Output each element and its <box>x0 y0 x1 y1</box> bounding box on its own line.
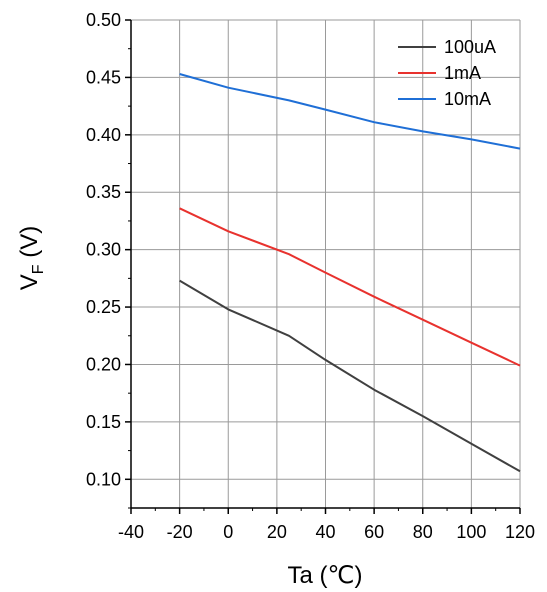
y-tick-label: 0.45 <box>86 67 121 87</box>
gridlines <box>131 20 520 508</box>
x-axis-title: Ta (℃) <box>288 562 363 589</box>
legend: 100uA 1mA 10mA <box>398 37 496 109</box>
y-tick-label: 0.35 <box>86 182 121 202</box>
y-tick-label: 0.30 <box>86 240 121 260</box>
y-axis-title-subscript: F <box>30 264 47 274</box>
series-line-10mA <box>179 73 521 150</box>
y-tick-label: 0.50 <box>86 10 121 30</box>
y-tick-label: 0.40 <box>86 125 121 145</box>
x-tick-label: 40 <box>315 522 335 542</box>
y-axis-title: VF (V) <box>16 226 47 290</box>
x-tick-label: 120 <box>505 522 535 542</box>
x-tick-label: 60 <box>364 522 384 542</box>
x-tick-label: -40 <box>118 522 144 542</box>
legend-label-10mA: 10mA <box>444 89 491 109</box>
ticks <box>125 19 521 514</box>
x-tick-label: -20 <box>167 522 193 542</box>
y-tick-label: 0.10 <box>86 469 121 489</box>
y-axis-title-rest: (V) <box>16 226 43 265</box>
plot-frame <box>130 19 521 509</box>
x-tick-label: 100 <box>456 522 486 542</box>
series-lines <box>179 73 521 473</box>
series-line-1mA <box>179 207 521 367</box>
y-tick-label: 0.20 <box>86 354 121 374</box>
y-tick-label: 0.25 <box>86 297 121 317</box>
legend-label-1mA: 1mA <box>444 63 481 83</box>
x-tick-label: 80 <box>413 522 433 542</box>
x-tick-label: 0 <box>223 522 233 542</box>
x-tick-label: 20 <box>267 522 287 542</box>
y-axis-title-main: V <box>16 274 43 290</box>
series-line-100uA <box>179 279 521 473</box>
tick-labels: -40 -20 0 20 40 60 80 100 120 0.10 0.15 0.20 0.25 0.3… <box>86 10 535 542</box>
legend-label-100uA: 100uA <box>444 37 496 57</box>
y-tick-label: 0.15 <box>86 412 121 432</box>
